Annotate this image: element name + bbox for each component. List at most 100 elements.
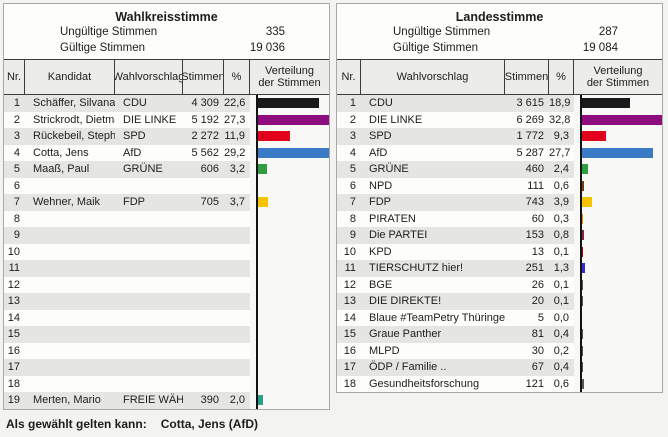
invalid-votes-label: Ungültige Stimmen — [60, 26, 158, 38]
cell: 1 772 — [516, 130, 544, 142]
cell — [25, 326, 115, 343]
table-row: 7 Wehner, Maik FDP 705 3,7 — [4, 194, 329, 211]
table-row: 10 — [4, 243, 329, 261]
cell: 9 — [349, 229, 356, 241]
vote-bar-track — [256, 342, 329, 359]
vote-bar-track — [580, 128, 662, 145]
cell: 251 — [525, 262, 544, 274]
vote-bar — [582, 378, 584, 389]
vote-bar-cell — [574, 210, 662, 227]
cell: FDP — [369, 196, 391, 208]
row-cells: 3 Rückebeil, Stephan SPD 2 272 11,9 — [4, 128, 250, 145]
cell: 18 — [7, 377, 20, 390]
table-row: 15 — [4, 326, 329, 343]
cell — [183, 293, 224, 310]
cell — [25, 227, 115, 244]
row-cells: 13 DIE DIREKTE! 20 0,1 — [337, 293, 574, 310]
wahlkreisstimme-panel: Wahlkreisstimme Ungültige Stimmen 335 Gü… — [3, 3, 330, 410]
vote-bar-cell — [574, 375, 662, 392]
vote-bar-cell — [574, 276, 662, 293]
vote-bar-track — [256, 260, 329, 277]
cell — [115, 376, 183, 393]
table-row: 1 CDU 3 615 18,9 — [337, 95, 662, 112]
cell — [224, 227, 250, 244]
cell: MLPD — [369, 344, 400, 357]
cell: 67 — [531, 361, 544, 373]
cell: 111 — [527, 179, 544, 192]
vote-bar-track — [256, 128, 329, 145]
vote-bar-track — [580, 243, 662, 260]
vote-bar-track — [256, 375, 329, 392]
cell: 13 — [531, 245, 544, 258]
cell: 12 — [343, 278, 356, 291]
cell: 17 — [7, 361, 20, 373]
table-row: 5 GRÜNE 460 2,4 — [337, 161, 662, 178]
valid-votes-row: Gültige Stimmen 19 036 — [60, 41, 285, 57]
vote-bar-cell — [574, 128, 662, 145]
cell — [224, 244, 250, 261]
row-cells: 11 TIERSCHUTZ hier! 251 1,3 — [337, 260, 574, 277]
cell: 390 — [200, 394, 219, 406]
valid-votes-label: Gültige Stimmen — [60, 41, 146, 54]
cell: 14 — [343, 311, 356, 324]
vote-bar-track — [580, 227, 662, 244]
table-row: 18 Gesundheitsforschung 121 0,6 — [337, 375, 662, 393]
cell: 0,1 — [553, 278, 569, 291]
panel-header: Wahlkreisstimme Ungültige Stimmen 335 Gü… — [4, 4, 329, 59]
cell: ÖDP / Familie .. — [369, 361, 447, 373]
cell: 20 — [531, 295, 544, 307]
invalid-votes-label: Ungültige Stimmen — [393, 26, 491, 38]
table-row: 13 — [4, 293, 329, 310]
cell: 11,9 — [224, 130, 245, 142]
vote-bar-track — [256, 161, 329, 178]
vote-bar-track — [256, 276, 329, 293]
table-row: 4 AfD 5 287 27,7 — [337, 144, 662, 161]
valid-votes-value: 19 036 — [249, 41, 285, 54]
vote-bar-track — [256, 392, 329, 409]
vote-bar-track — [580, 276, 662, 293]
invalid-votes-row: Ungültige Stimmen 335 — [60, 25, 285, 41]
table-row: 14 — [4, 309, 329, 326]
results-table-body: 1 CDU 3 615 18,9 2 DIE LINKE 6 269 32,8 3 SPD 1 77… — [337, 95, 662, 392]
cell: 27,3 — [224, 113, 246, 126]
table-row: 6 — [4, 177, 329, 195]
vote-bar — [582, 147, 653, 158]
cell: Die PARTEI — [369, 229, 428, 241]
cell: 15 — [343, 328, 356, 340]
cell: 6 — [13, 179, 20, 192]
cell: Merten, Mario — [33, 394, 101, 406]
column-header-row: Nr. Wahlvorschlag Stimmen% Verteilung der S… — [337, 59, 662, 95]
column-header-wahlvorschlag: Wahlvorschlag — [361, 60, 505, 94]
vote-bar-cell — [250, 326, 329, 343]
cell — [224, 260, 250, 277]
row-cells: 18 Gesundheitsforschung 121 0,6 — [337, 376, 574, 393]
cell: 3 615 — [516, 97, 544, 109]
cell: 3 — [13, 130, 20, 142]
cell — [25, 244, 115, 261]
cell: 17 — [343, 361, 356, 373]
cell: 0,3 — [553, 212, 569, 225]
cell: 10 — [7, 245, 20, 258]
vote-bar-track — [256, 309, 329, 326]
cell: 3 — [349, 130, 356, 142]
vote-bar — [582, 114, 662, 125]
vote-bar-track — [256, 359, 329, 376]
cell: 2,0 — [229, 394, 245, 406]
cell — [183, 211, 224, 228]
cell — [183, 244, 224, 261]
row-cells: 19 Merten, Mario FREIE WÄHLER 390 2,0 — [4, 392, 250, 409]
column-header-row: Nr. Kandidat Wahlvorschlag Stimmen% Verteilu… — [4, 59, 329, 95]
vote-bar-cell — [574, 95, 662, 112]
cell — [115, 178, 183, 195]
vote-bar — [258, 164, 267, 175]
cell — [115, 326, 183, 343]
cell: 1,3 — [553, 262, 569, 274]
vote-bar-cell — [574, 309, 662, 326]
cell — [115, 359, 183, 376]
vote-bar-cell — [250, 309, 329, 326]
vote-bar-track — [580, 293, 662, 310]
table-row: 17 — [4, 359, 329, 376]
table-row: 15 Graue Panther 81 0,4 — [337, 326, 662, 343]
row-cells: 17 — [4, 359, 250, 376]
row-cells: 7 FDP 743 3,9 — [337, 194, 574, 211]
